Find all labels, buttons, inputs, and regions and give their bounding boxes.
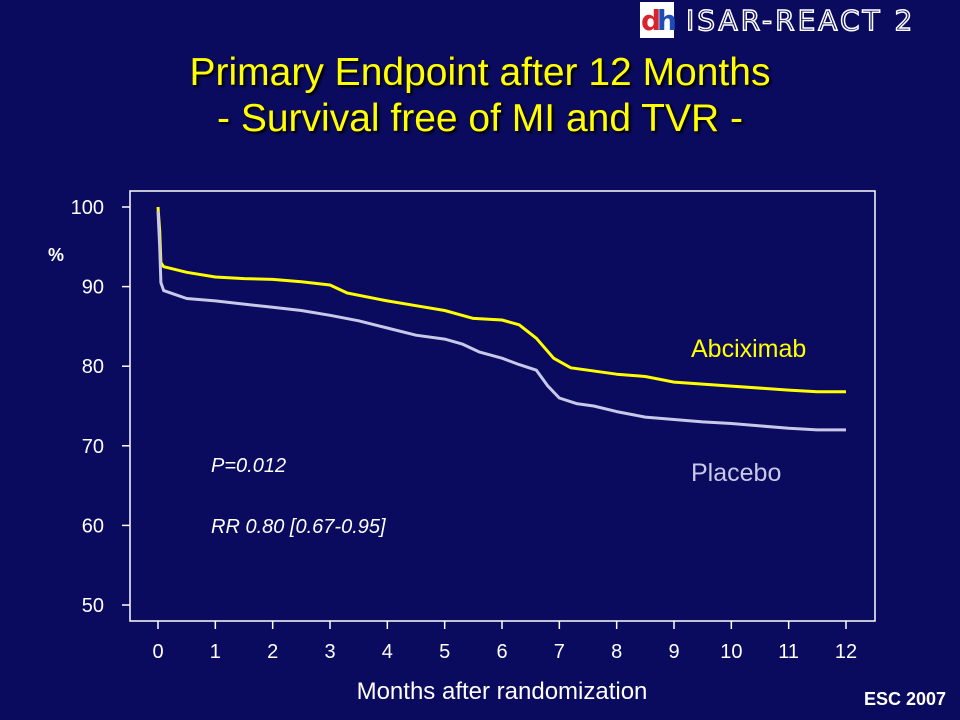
- x-tick-label: 6: [496, 641, 507, 663]
- x-tick-label: 12: [835, 641, 857, 663]
- x-tick-label: 1: [210, 641, 221, 663]
- y-tick-label: 80: [82, 356, 104, 378]
- rr-annotation: RR 0.80 [0.67-0.95]: [211, 516, 386, 538]
- x-tick-label: 3: [324, 641, 335, 663]
- x-tick-label: 11: [778, 641, 799, 663]
- x-tick-label: 2: [267, 641, 278, 663]
- x-axis: 0 1 2 3 4 5 6 7 8 9 10 11 12: [152, 621, 857, 663]
- x-tick-label: 5: [439, 641, 450, 663]
- x-tick-label: 9: [668, 641, 679, 663]
- series-layer: [156, 206, 846, 432]
- x-tick-label: 7: [554, 641, 565, 663]
- title-line-1: Primary Endpoint after 12 Months: [189, 51, 771, 94]
- title-line-2: - Survival free of MI and TVR -: [217, 97, 743, 140]
- abciximab-curve: [156, 206, 846, 394]
- slide-title: Primary Endpoint after 12 Months - Survi…: [0, 50, 960, 142]
- y-tick-label: 50: [82, 595, 104, 617]
- x-axis-label: Months after randomization: [357, 678, 648, 705]
- legend-abciximab: Abciximab: [691, 335, 806, 363]
- y-tick-label: 70: [82, 436, 104, 458]
- x-tick-label: 10: [720, 641, 742, 663]
- placebo-curve: [156, 210, 846, 432]
- p-value-annotation: P=0.012: [211, 455, 286, 477]
- legend-placebo: Placebo: [691, 459, 781, 487]
- logo-mark-d: d: [641, 3, 661, 37]
- db-logo-mark: d h: [640, 2, 677, 38]
- y-axis: 100 90 80 70 60 50: [71, 197, 130, 617]
- study-name: ISAR-REACT 2: [685, 3, 916, 38]
- plot-frame: [129, 190, 876, 622]
- logo-mark-h: h: [657, 3, 677, 37]
- y-tick-label: 60: [82, 515, 104, 537]
- x-tick-label: 0: [152, 641, 163, 663]
- y-tick-label: 90: [82, 277, 104, 299]
- y-axis-label: %: [48, 245, 64, 265]
- conference-tag: ESC 2007: [863, 689, 946, 709]
- x-tick-label: 4: [382, 641, 393, 663]
- y-tick-label: 100: [71, 197, 104, 219]
- x-tick-label: 8: [611, 641, 622, 663]
- logo: d h ISAR-REACT 2: [640, 2, 915, 38]
